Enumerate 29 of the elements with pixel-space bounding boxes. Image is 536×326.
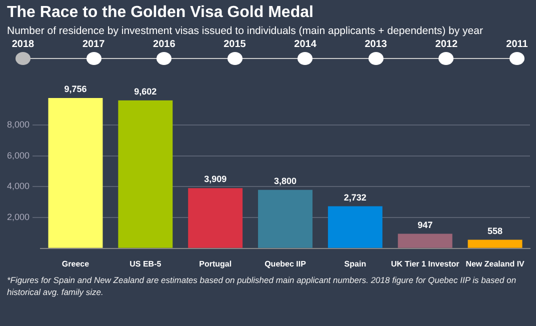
x-tick-label: Quebec IIP	[264, 259, 307, 268]
x-tick-label: Greece	[62, 259, 90, 268]
data-label: 2,732	[344, 192, 366, 202]
bar	[188, 188, 243, 248]
data-label: 3,800	[274, 176, 297, 186]
bar	[398, 234, 452, 248]
data-label: 9,756	[64, 84, 87, 94]
bar	[48, 98, 103, 248]
y-tick-label: 2,000	[6, 212, 30, 222]
y-tick-label: 6,000	[6, 150, 30, 160]
y-tick-label: 8,000	[6, 120, 30, 130]
bar	[468, 240, 522, 248]
data-label: 3,909	[204, 174, 227, 184]
chart-title: The Race to the Golden Visa Gold Medal	[7, 4, 314, 22]
bar	[328, 206, 382, 248]
y-tick-label: 4,000	[6, 181, 30, 192]
x-tick-label: Portugal	[199, 259, 232, 268]
x-tick-label: US EB-5	[130, 259, 162, 268]
x-tick-label: UK Tier 1 Investor	[390, 259, 460, 268]
timeline-slider: 2018 2017 2016 2015 2014 2013 2012 2011	[8, 39, 532, 67]
data-label: 947	[418, 220, 433, 230]
bar	[118, 100, 173, 248]
bar	[258, 190, 312, 248]
chart-subtitle: Number of residence by investment visas issued to individuals (main applicants + dependents) by year	[7, 25, 483, 37]
text: *Figures for Spain and New Zealand are estimates based on published main applicant numbers. 2018 figure for Quebec IIP is based on historical avg. family size.	[7, 274, 518, 298]
x-tick-label: New Zealand IV	[466, 259, 526, 268]
x-tick-label: Spain	[344, 259, 366, 268]
data-label: 9,602	[134, 86, 157, 96]
data-label: 558	[488, 226, 503, 236]
